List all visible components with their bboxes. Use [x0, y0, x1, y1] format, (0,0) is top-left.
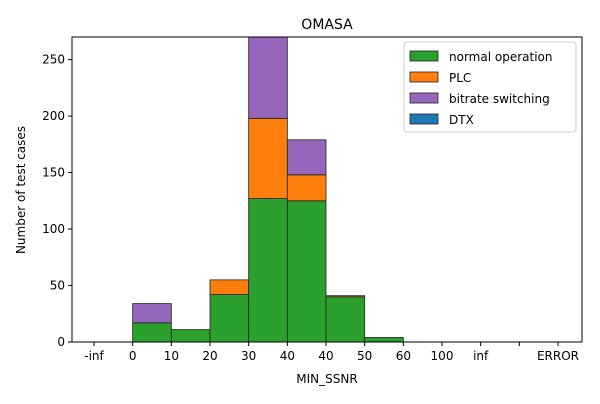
legend-label-PLC: PLC	[449, 71, 471, 85]
legend-frame	[403, 41, 577, 133]
bar-PLC-20-30	[209, 279, 250, 295]
x-tick-label: 60	[396, 349, 411, 363]
bar-PLC-30-40	[248, 117, 288, 199]
x-tick-label: 30	[241, 349, 256, 363]
legend-label-DTX: DTX	[449, 113, 474, 127]
bar-normal-operation-40-50	[325, 296, 366, 343]
x-tick-label: 40	[318, 349, 333, 363]
x-axis: -inf 0 10 20 30 40 40 50 60 100 inf ERROR	[84, 342, 579, 363]
axes-frame	[71, 36, 583, 343]
x-tick-label: inf	[473, 349, 489, 363]
bar-normal-operation-30-40	[248, 198, 288, 343]
bar-bitrate-switching-30-40	[248, 36, 288, 119]
y-tick-label: 0	[57, 335, 65, 349]
legend-swatch-bitrate-switching	[409, 92, 439, 104]
bar-normal-operation-10-20	[170, 329, 211, 343]
legend-swatch-normal-operation	[409, 50, 439, 62]
bar-bitrate-switching-40-40	[286, 139, 327, 176]
bar-PLC-40-50	[325, 295, 366, 298]
x-tick-label: 100	[431, 349, 454, 363]
legend-swatch-PLC	[409, 71, 439, 83]
legend-label-bitrate-switching: bitrate switching	[449, 92, 550, 106]
legend-label-normal-operation: normal operation	[449, 50, 552, 64]
bar-bitrate-switching-0-10	[132, 303, 172, 324]
bar-normal-operation-40-40	[286, 200, 327, 343]
x-tick-label: 20	[202, 349, 217, 363]
y-tick-label: 50	[50, 279, 65, 293]
x-tick-label: 0	[129, 349, 137, 363]
x-tick-label: ERROR	[537, 349, 579, 363]
x-tick-label: 50	[357, 349, 372, 363]
y-tick-label: 150	[42, 166, 65, 180]
bar-normal-operation-20-30	[209, 294, 250, 343]
y-tick-label: 200	[42, 109, 65, 123]
chart-title: OMASA	[301, 17, 353, 33]
y-tick-label: 100	[42, 222, 65, 236]
bar-PLC-40-40	[286, 174, 327, 202]
y-axis: 0 50 100 150 200 250	[42, 53, 72, 349]
x-tick-label: 10	[164, 349, 179, 363]
x-tick-label: -inf	[84, 349, 104, 363]
bar-normal-operation-0-10	[132, 322, 172, 343]
legend: normal operation PLC bitrate switching DTX	[403, 41, 577, 133]
bar-normal-operation-50-60	[364, 337, 404, 343]
y-tick-label: 250	[42, 53, 65, 67]
x-axis-label: MIN_SSNR	[296, 372, 357, 386]
y-axis-label: Number of test cases	[14, 126, 28, 254]
bars-group	[132, 36, 404, 343]
legend-swatch-DTX	[409, 113, 439, 125]
x-tick-label: 40	[280, 349, 295, 363]
